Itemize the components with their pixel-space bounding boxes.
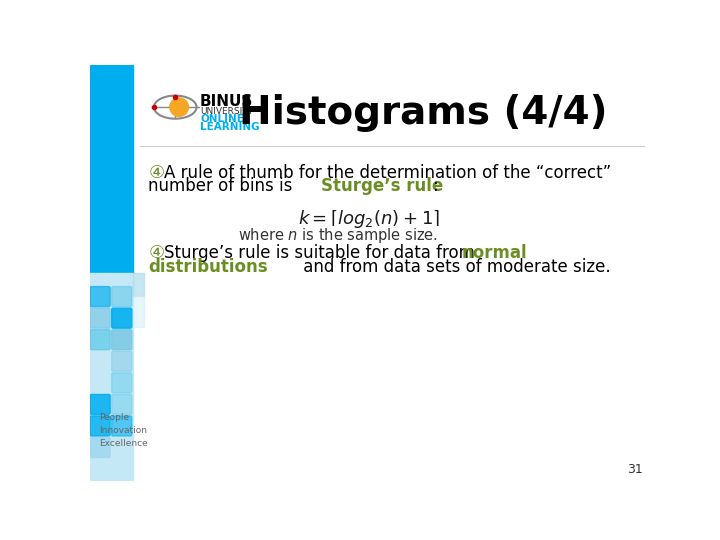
FancyBboxPatch shape [90, 416, 110, 436]
Text: $k = \lceil log_2(n) + 1 \rceil$: $k = \lceil log_2(n) + 1 \rceil$ [298, 208, 440, 230]
FancyBboxPatch shape [112, 308, 132, 328]
Text: where $n$ is the sample size.: where $n$ is the sample size. [238, 226, 438, 245]
FancyBboxPatch shape [90, 351, 110, 372]
Bar [132, 273, 144, 296]
FancyBboxPatch shape [112, 373, 132, 393]
Bar [90, 273, 132, 481]
Text: number of bins is: number of bins is [148, 178, 298, 195]
FancyBboxPatch shape [112, 330, 132, 350]
FancyBboxPatch shape [90, 394, 110, 414]
Text: :: : [433, 178, 439, 195]
Text: distributions: distributions [148, 258, 268, 276]
Text: Sturge’s rule is suitable for data from: Sturge’s rule is suitable for data from [163, 245, 480, 262]
Text: UNIVERSITY: UNIVERSITY [200, 106, 253, 116]
FancyBboxPatch shape [112, 351, 132, 372]
Text: ONLINE: ONLINE [200, 114, 244, 124]
FancyBboxPatch shape [90, 330, 110, 350]
FancyBboxPatch shape [90, 437, 110, 457]
Text: LEARNING: LEARNING [200, 122, 260, 132]
Text: ④: ④ [148, 245, 164, 262]
Bar [90, 65, 132, 273]
Text: Sturge’s rule: Sturge’s rule [320, 178, 443, 195]
Text: Histograms (4/4): Histograms (4/4) [239, 93, 608, 132]
FancyBboxPatch shape [90, 287, 110, 307]
Text: normal: normal [462, 245, 528, 262]
FancyBboxPatch shape [112, 394, 132, 414]
Text: 31: 31 [627, 463, 643, 476]
Text: BINUS: BINUS [200, 94, 253, 109]
FancyBboxPatch shape [90, 373, 110, 393]
Text: ④: ④ [148, 164, 164, 181]
FancyBboxPatch shape [112, 437, 132, 457]
Text: A rule of thumb for the determination of the “correct”: A rule of thumb for the determination of… [163, 164, 611, 181]
Circle shape [170, 98, 189, 117]
FancyBboxPatch shape [112, 416, 132, 436]
FancyBboxPatch shape [90, 308, 110, 328]
Text: and from data sets of moderate size.: and from data sets of moderate size. [297, 258, 610, 276]
FancyBboxPatch shape [112, 287, 132, 307]
Bar [132, 296, 144, 327]
Text: People
Innovation
Excellence: People Innovation Excellence [99, 413, 148, 448]
